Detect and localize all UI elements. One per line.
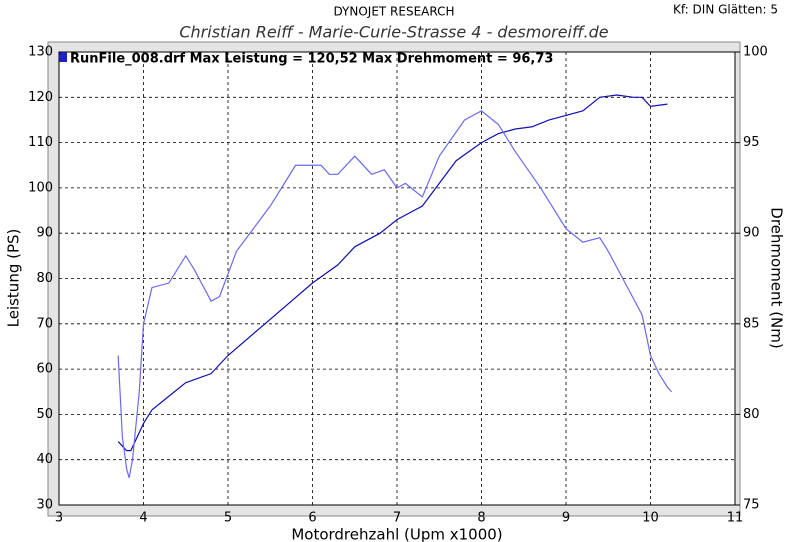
x-tick-label: 7 xyxy=(393,511,401,526)
y-tick-label: 130 xyxy=(28,45,53,60)
y-tick-label: 80 xyxy=(36,271,53,286)
y2-tick-label: 75 xyxy=(743,498,760,513)
y2-tick-label: 80 xyxy=(743,407,760,422)
x-tick-label: 10 xyxy=(642,511,659,526)
y-tick-label: 100 xyxy=(28,180,53,195)
x-tick-label: 9 xyxy=(562,511,570,526)
x-tick-label: 5 xyxy=(224,511,232,526)
legend-text: RunFile_008.drf Max Leistung = 120,52 Ma… xyxy=(70,52,553,67)
y-tick-label: 70 xyxy=(36,316,53,331)
chart-title: Christian Reiff - Marie-Curie-Strasse 4 … xyxy=(179,23,608,42)
header: DYNOJET RESEARCH xyxy=(333,5,454,19)
y2-tick-label: 90 xyxy=(743,226,760,241)
x-tick-label: 3 xyxy=(55,511,63,526)
y-tick-label: 110 xyxy=(28,135,53,150)
y-tick-label: 40 xyxy=(36,452,53,467)
x-tick-label: 11 xyxy=(727,511,744,526)
series-line xyxy=(117,110,673,478)
y-axis-label: Leistung (PS) xyxy=(5,229,23,328)
x-tick-label: 6 xyxy=(308,511,316,526)
series-line xyxy=(117,94,668,452)
y-tick-label: 50 xyxy=(36,407,53,422)
y-tick-label: 90 xyxy=(36,226,53,241)
y2-tick-label: 95 xyxy=(743,135,760,150)
x-tick-label: 8 xyxy=(477,511,485,526)
x-axis-label: Motordrehzahl (Upm x1000) xyxy=(291,526,502,542)
y2-tick-label: 85 xyxy=(743,316,760,331)
y2-axis-label: Drehmoment (Nm) xyxy=(768,207,786,348)
legend-swatch xyxy=(59,52,67,62)
x-tick-label: 4 xyxy=(139,511,147,526)
settings: Kf: DIN Glätten: 5 xyxy=(673,3,778,17)
y-tick-label: 60 xyxy=(36,362,53,377)
y2-tick-label: 100 xyxy=(743,45,768,60)
y-tick-label: 120 xyxy=(28,90,53,105)
y-tick-label: 30 xyxy=(36,498,53,513)
